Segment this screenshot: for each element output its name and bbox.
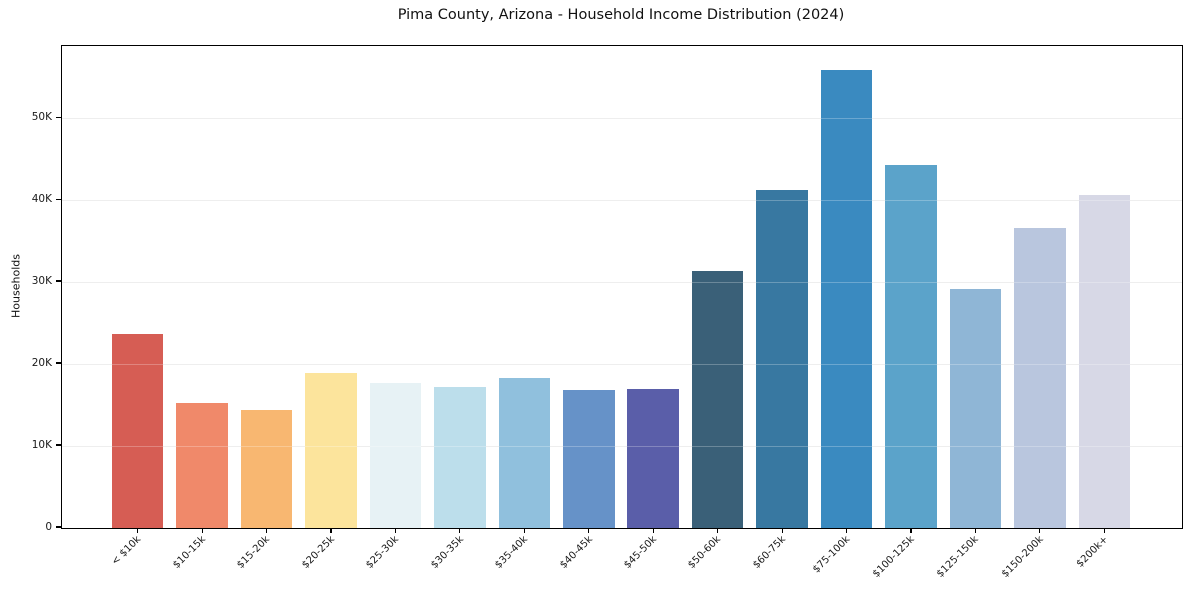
x-tick-mark: [330, 528, 332, 533]
bar: [563, 390, 615, 528]
x-tick-label: $75-100k: [810, 534, 853, 576]
y-axis-label: Households: [9, 254, 23, 318]
x-tick-label: $100-125k: [870, 534, 917, 580]
x-tick-label: $15-20k: [235, 534, 273, 571]
x-tick-label: $45-50k: [622, 534, 660, 571]
x-tick-mark: [717, 528, 719, 533]
bar: [1014, 227, 1066, 528]
gridline: [62, 445, 1182, 447]
gridline: [62, 199, 1182, 201]
gridline: [62, 363, 1182, 365]
y-tick-label: 50K: [31, 110, 52, 123]
x-tick-mark: [652, 528, 654, 533]
x-tick-mark: [910, 528, 912, 533]
x-tick-label: $40-45k: [557, 534, 595, 571]
x-tick-mark: [523, 528, 525, 533]
x-tick-mark: [265, 528, 268, 533]
x-tick-label: $10-15k: [170, 534, 208, 571]
x-tick-label: $60-75k: [750, 534, 788, 571]
x-tick-label: $25-30k: [364, 534, 402, 571]
bar: [820, 69, 873, 528]
y-tick-label: 0: [45, 520, 52, 533]
x-tick-mark: [1103, 528, 1105, 533]
gridline-overlay: [62, 281, 1182, 283]
y-tick-label: 40K: [31, 192, 52, 205]
gridline-overlay: [62, 117, 1182, 119]
gridline-overlay: [62, 363, 1182, 365]
x-tick-label: $35-40k: [493, 534, 531, 571]
chart-title: Pima County, Arizona - Household Income …: [397, 7, 845, 23]
x-tick-label: $125-150k: [935, 534, 982, 580]
bar: [756, 190, 808, 528]
x-tick-mark: [588, 528, 590, 533]
x-tick-label: $50-60k: [686, 534, 724, 571]
gridline: [62, 117, 1182, 119]
bar: [369, 382, 422, 528]
gridline-overlay: [62, 445, 1182, 447]
x-tick-mark: [201, 528, 203, 533]
bar: [498, 378, 551, 528]
gridline: [62, 281, 1182, 283]
bar: [176, 403, 228, 528]
x-tick-mark: [845, 528, 848, 533]
bar: [949, 289, 1002, 528]
bar: [1078, 195, 1131, 528]
x-tick-mark: [781, 528, 783, 533]
bar: [627, 388, 679, 528]
x-tick-label: $200k+: [1074, 534, 1111, 570]
x-tick-label: $150-200k: [999, 534, 1046, 580]
x-tick-label: < $10k: [109, 534, 144, 568]
plot-area: < $10k $10-15k $15-20k $20-25k $25-30k $30-35…: [61, 45, 1183, 580]
x-tick-label: $20-25k: [299, 534, 337, 571]
bar: [691, 270, 744, 528]
x-tick-label: $30-35k: [428, 534, 466, 571]
x-tick-mark: [1039, 528, 1041, 533]
bar: [240, 409, 293, 528]
x-tick-mark: [459, 528, 461, 533]
y-tick-label: 20K: [31, 356, 52, 369]
bar: [885, 164, 937, 528]
bar: [111, 333, 164, 528]
bar: [305, 373, 357, 528]
gridline-overlay: [62, 199, 1182, 201]
y-tick-label: 10K: [31, 438, 52, 451]
bar: [434, 387, 486, 528]
x-tick-mark: [974, 528, 976, 533]
x-tick-mark: [137, 528, 139, 533]
x-tick-mark: [394, 528, 397, 533]
